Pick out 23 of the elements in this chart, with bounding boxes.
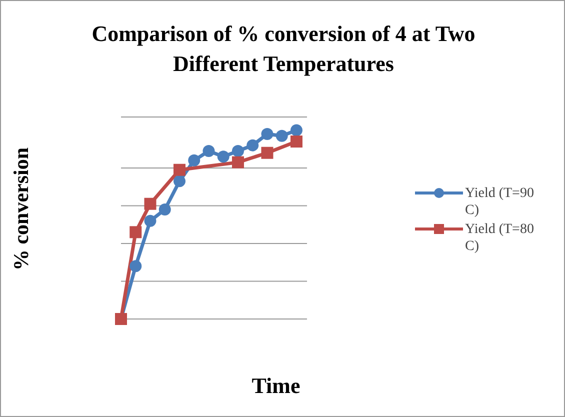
point xyxy=(232,144,244,157)
point xyxy=(232,156,244,168)
point xyxy=(290,136,302,148)
chart-title: Comparison of % conversion of 4 at Two Different Temperatures xyxy=(90,20,476,78)
y-axis-title: % conversion xyxy=(9,146,34,273)
point xyxy=(173,164,186,176)
point xyxy=(261,128,274,140)
legend-label: Yield (T=90 C) xyxy=(465,185,535,219)
point xyxy=(202,144,215,157)
point xyxy=(158,204,171,216)
point xyxy=(144,198,156,210)
point xyxy=(217,150,230,163)
point xyxy=(290,124,302,136)
point xyxy=(144,214,156,227)
point xyxy=(261,146,274,159)
point xyxy=(173,175,186,188)
point xyxy=(130,260,142,272)
point xyxy=(130,226,142,238)
point xyxy=(188,154,200,166)
x-axis-title: Time xyxy=(250,373,302,399)
point xyxy=(246,139,259,152)
legend-label: Yield (T=80 C) xyxy=(465,221,535,255)
point xyxy=(276,130,288,142)
